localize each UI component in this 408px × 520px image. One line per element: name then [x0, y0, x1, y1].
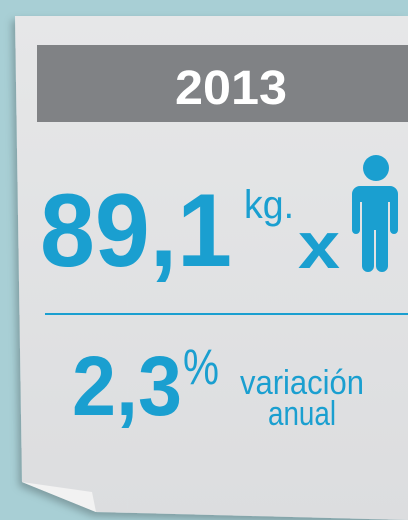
- variation-value: 2,3: [72, 339, 182, 433]
- header-bar: [37, 45, 408, 122]
- card-curl: [22, 482, 96, 512]
- year: 2013: [175, 62, 287, 115]
- card: [15, 16, 408, 520]
- person-icon: [352, 155, 398, 272]
- variation-unit: %: [183, 339, 219, 395]
- variation-label-line1: variación: [240, 364, 364, 402]
- consumption-value: 89,1: [40, 173, 232, 289]
- variation-label-line2: anual: [268, 395, 336, 433]
- per-person: x: [298, 208, 340, 282]
- consumption-unit: kg.: [244, 183, 294, 227]
